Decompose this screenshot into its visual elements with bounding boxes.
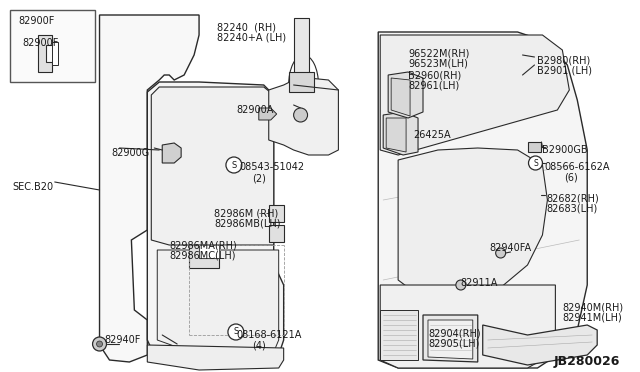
- Polygon shape: [527, 142, 541, 152]
- Polygon shape: [157, 250, 278, 355]
- Text: 82900F: 82900F: [18, 16, 54, 26]
- Text: 82905(LH): 82905(LH): [428, 338, 479, 348]
- Polygon shape: [151, 87, 274, 245]
- Text: 82940M(RH): 82940M(RH): [563, 302, 623, 312]
- Text: S: S: [233, 327, 239, 337]
- Polygon shape: [398, 148, 547, 300]
- Polygon shape: [147, 345, 284, 370]
- Ellipse shape: [425, 210, 445, 224]
- Text: 82900F: 82900F: [22, 38, 58, 48]
- Polygon shape: [383, 112, 418, 155]
- Polygon shape: [483, 325, 597, 365]
- Text: 82911A: 82911A: [461, 278, 498, 288]
- Polygon shape: [386, 118, 406, 152]
- Polygon shape: [269, 205, 284, 222]
- Text: 82900A: 82900A: [236, 105, 273, 115]
- Polygon shape: [378, 32, 588, 368]
- Text: (2): (2): [252, 173, 266, 183]
- Text: (4): (4): [252, 340, 266, 350]
- Text: 82240  (RH): 82240 (RH): [217, 22, 276, 32]
- Text: 82904(RH): 82904(RH): [428, 328, 481, 338]
- Text: 26425A: 26425A: [413, 130, 451, 140]
- Text: 96522M(RH): 96522M(RH): [408, 48, 470, 58]
- Text: B2960(RH): B2960(RH): [408, 70, 461, 80]
- Text: 82986MC(LH): 82986MC(LH): [169, 250, 236, 260]
- Polygon shape: [380, 35, 570, 155]
- Text: 96523M(LH): 96523M(LH): [408, 58, 468, 68]
- Circle shape: [226, 157, 242, 173]
- Text: B2980(RH): B2980(RH): [538, 55, 591, 65]
- Polygon shape: [428, 320, 473, 359]
- Ellipse shape: [168, 289, 223, 331]
- Text: 08168-6121A: 08168-6121A: [236, 330, 301, 340]
- Text: 82986MA(RH): 82986MA(RH): [169, 240, 237, 250]
- Polygon shape: [162, 143, 181, 163]
- Text: 82240+A (LH): 82240+A (LH): [217, 32, 286, 42]
- Polygon shape: [189, 245, 219, 268]
- Text: 82683(LH): 82683(LH): [547, 203, 598, 213]
- Text: 82900G: 82900G: [111, 148, 150, 158]
- Text: 82986M (RH): 82986M (RH): [214, 208, 278, 218]
- Text: 82941M(LH): 82941M(LH): [563, 312, 622, 322]
- Polygon shape: [294, 18, 308, 75]
- Circle shape: [495, 248, 506, 258]
- Text: 08543-51042: 08543-51042: [239, 162, 304, 172]
- Text: B2900GB: B2900GB: [543, 145, 588, 155]
- Ellipse shape: [513, 187, 541, 203]
- Polygon shape: [10, 10, 95, 82]
- Text: (6): (6): [564, 172, 578, 182]
- Polygon shape: [391, 78, 410, 116]
- Text: JB280026: JB280026: [554, 355, 620, 368]
- Text: 82961(LH): 82961(LH): [408, 80, 460, 90]
- Polygon shape: [398, 43, 522, 87]
- Circle shape: [97, 341, 102, 347]
- Text: 82940FA: 82940FA: [490, 243, 532, 253]
- Polygon shape: [259, 108, 276, 120]
- Circle shape: [294, 108, 308, 122]
- Polygon shape: [380, 310, 418, 360]
- Text: 82682(RH): 82682(RH): [547, 193, 599, 203]
- Polygon shape: [52, 42, 58, 65]
- Text: 82940F: 82940F: [104, 335, 141, 345]
- Polygon shape: [147, 82, 284, 358]
- Polygon shape: [269, 78, 339, 155]
- Circle shape: [529, 156, 543, 170]
- Polygon shape: [380, 285, 556, 368]
- Text: S: S: [231, 160, 237, 170]
- Polygon shape: [199, 245, 219, 258]
- Polygon shape: [423, 315, 477, 362]
- Polygon shape: [388, 72, 423, 118]
- Text: 82986MB(LH): 82986MB(LH): [214, 218, 280, 228]
- Polygon shape: [100, 15, 199, 362]
- Text: SEC.B20: SEC.B20: [12, 182, 53, 192]
- Text: S: S: [533, 158, 538, 167]
- Polygon shape: [289, 72, 314, 92]
- Text: 08566-6162A: 08566-6162A: [545, 162, 610, 172]
- Polygon shape: [269, 225, 284, 242]
- Text: B2901 (LH): B2901 (LH): [538, 65, 593, 75]
- Circle shape: [456, 280, 466, 290]
- Circle shape: [228, 324, 244, 340]
- Circle shape: [93, 337, 106, 351]
- Polygon shape: [38, 35, 52, 72]
